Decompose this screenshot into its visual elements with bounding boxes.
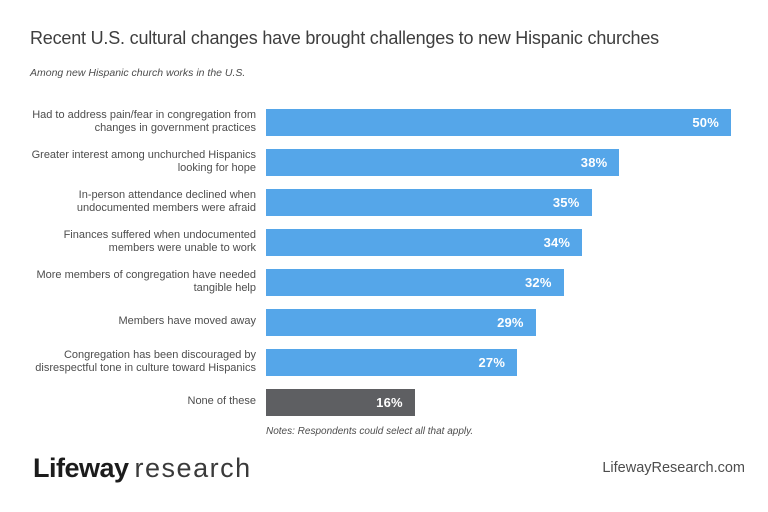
bar-track: 38% <box>266 148 731 176</box>
logo-wordmark-light: research <box>134 452 252 483</box>
bar: 35% <box>266 188 592 216</box>
bar-track: 34% <box>266 228 731 256</box>
logo-wordmark-bold: Lifeway <box>33 452 129 483</box>
chart-row: More members of congregation have needed… <box>30 262 738 302</box>
bar: 29% <box>266 308 536 336</box>
bar-track: 35% <box>266 188 731 216</box>
bar-track: 16% <box>266 388 731 416</box>
category-label: More members of congregation have needed… <box>36 268 256 295</box>
chart-subtitle: Among new Hispanic church works in the U… <box>30 67 246 79</box>
bar: 16% <box>266 388 415 416</box>
bar-value-label: 50% <box>692 114 719 130</box>
footer: Lifeway research LifewayResearch.com <box>0 448 768 488</box>
bar-value-label: 32% <box>524 274 552 290</box>
category-label: Finances suffered when undocumented memb… <box>63 228 256 255</box>
chart-title: Recent U.S. cultural changes have brough… <box>30 28 659 48</box>
bar-chart: Had to address pain/fear in congregation… <box>30 102 738 422</box>
bar: 32% <box>266 268 564 296</box>
bar: 27% <box>266 348 518 376</box>
category-label: Congregation has been discouraged by dis… <box>35 348 256 375</box>
bar-value-label: 34% <box>543 234 571 250</box>
bar: 34% <box>266 228 583 256</box>
bar-track: 29% <box>266 308 731 336</box>
chart-row: None of these 16% <box>30 382 738 422</box>
category-label: Greater interest among unchurched Hispan… <box>31 148 256 175</box>
bar-value-label: 16% <box>376 394 403 410</box>
bar: 38% <box>266 148 620 176</box>
category-label: Members have moved away <box>118 315 256 328</box>
bar: 50% <box>266 108 731 136</box>
category-label: In-person attendance declined when undoc… <box>76 188 256 215</box>
chart-row: Finances suffered when undocumented memb… <box>30 222 738 262</box>
chart-row: Congregation has been discouraged by dis… <box>30 342 738 382</box>
chart-row: Greater interest among unchurched Hispan… <box>30 142 738 182</box>
chart-rows: Had to address pain/fear in congregation… <box>30 102 738 422</box>
bar-value-label: 29% <box>497 314 524 330</box>
category-label: Had to address pain/fear in congregation… <box>32 108 256 135</box>
chart-row: Members have moved away 29% <box>30 302 738 342</box>
bar-value-label: 35% <box>552 194 580 210</box>
bar-value-label: 38% <box>580 154 608 170</box>
category-label: None of these <box>187 395 257 408</box>
bar-track: 27% <box>266 348 731 376</box>
bar-track: 50% <box>266 108 731 136</box>
lifeway-research-logo: Lifeway research <box>33 453 252 484</box>
website-link[interactable]: LifewayResearch.com <box>602 460 745 476</box>
chart-notes: Notes: Respondents could select all that… <box>266 426 474 437</box>
bar-value-label: 27% <box>478 354 506 370</box>
chart-row: In-person attendance declined when undoc… <box>30 182 738 222</box>
chart-row: Had to address pain/fear in congregation… <box>30 102 738 142</box>
bar-track: 32% <box>266 268 731 296</box>
